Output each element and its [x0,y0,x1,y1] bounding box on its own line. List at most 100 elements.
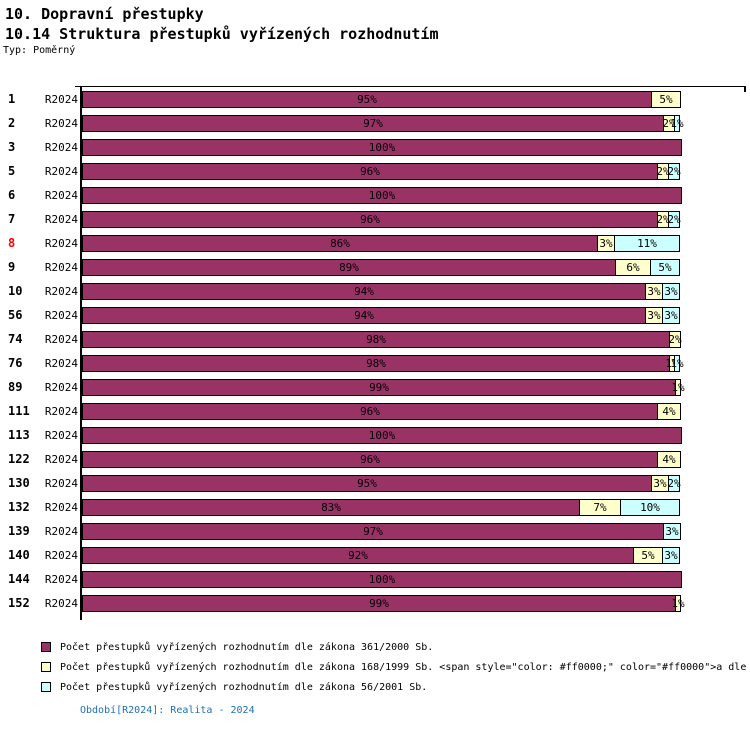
chart-row: 3 R2024 100% [0,139,750,156]
row-bar: 96% 2% 2% [82,211,681,228]
segment-value-label: 6% [626,261,640,274]
chart-row: 132 R2024 83% 7% 10% [0,499,750,516]
row-label: 2 [8,116,16,130]
legend-label: Počet přestupků vyřízených rozhodnutím d… [60,641,434,653]
row-bar: 92% 5% 3% [82,547,680,564]
segment-value-label: 1% [671,381,685,394]
segment-value-label: 2% [656,213,670,226]
legend-label: Počet přestupků vyřízených rozhodnutím d… [60,681,428,693]
segment-value-label: 3% [647,285,661,298]
row-bar: 97% 3% [82,523,681,540]
segment-value-label: 3% [664,309,678,322]
row-label: 5 [8,164,16,178]
axis-left-line [80,86,82,620]
bar-segment-168-1999: 5% [651,91,681,108]
bar-segment-361-2000: 92% [82,547,634,564]
row-period: R2024 [44,429,78,442]
segment-value-label: 96% [360,165,380,178]
bar-segment-56-2001: 1% [670,115,684,132]
bar-segment-168-1999: 7% [579,499,621,516]
axis-top-line [75,86,746,87]
bar-segment-56-2001: 1% [670,355,684,372]
segment-value-label: 3% [665,525,679,538]
row-period: R2024 [44,141,78,154]
row-label: 6 [8,188,16,202]
segment-value-label: 100% [368,573,396,586]
page-title: 10. Dopravní přestupky [5,5,204,23]
chart-row: 2 R2024 97% 2% 1% [0,115,750,132]
segment-value-label: 3% [664,549,678,562]
row-period: R2024 [44,237,78,250]
row-bar: 100% [82,139,682,156]
bar-segment-361-2000: 83% [82,499,580,516]
chart-row: 144 R2024 100% [0,571,750,588]
bar-segment-168-1999: 2% [668,331,682,348]
bar-segment-168-1999: 2% [662,115,676,132]
bar-segment-361-2000: 94% [82,283,646,300]
segment-value-label: 2% [668,333,682,346]
row-period: R2024 [44,453,78,466]
bar-segment-361-2000: 97% [82,523,664,540]
segment-value-label: 3% [653,477,667,490]
row-period: R2024 [44,333,78,346]
segment-value-label: 96% [360,405,380,418]
legend-swatch-56-2001 [41,682,51,692]
row-period: R2024 [44,189,78,202]
chart-row: 139 R2024 97% 3% [0,523,750,540]
row-bar: 95% 5% [82,91,681,108]
row-period: R2024 [44,525,78,538]
chart-row: 152 R2024 99% 1% [0,595,750,612]
row-label: 1 [8,92,16,106]
row-bar: 97% 2% 1% [82,115,684,132]
segment-value-label: 3% [664,285,678,298]
chart-type-label: Typ: Poměrný [3,45,76,56]
segment-value-label: 92% [348,549,368,562]
axis-right-tick [744,86,746,92]
row-period: R2024 [44,549,78,562]
row-label: 7 [8,212,16,226]
segment-value-label: 95% [357,93,377,106]
legend-label: Počet přestupků vyřízených rozhodnutím d… [60,661,747,673]
legend-item-361-2000: Počet přestupků vyřízených rozhodnutím d… [41,637,746,657]
bar-segment-168-1999: 4% [657,451,681,468]
bar-segment-361-2000: 100% [82,139,682,156]
bar-segment-361-2000: 100% [82,571,682,588]
chart-row: 10 R2024 94% 3% 3% [0,283,750,300]
row-period: R2024 [44,117,78,130]
bar-segment-361-2000: 96% [82,163,658,180]
segment-value-label: 10% [640,501,660,514]
row-label: 76 [8,356,23,370]
segment-value-label: 95% [357,477,377,490]
segment-value-label: 4% [662,453,676,466]
row-bar: 99% 1% [82,379,685,396]
segment-value-label: 1% [670,357,684,370]
row-period: R2024 [44,357,78,370]
chart-row: 7 R2024 96% 2% 2% [0,211,750,228]
segment-value-label: 89% [339,261,359,274]
segment-value-label: 2% [656,165,670,178]
row-period: R2024 [44,165,78,178]
legend-item-168-1999: Počet přestupků vyřízených rozhodnutím d… [41,657,746,677]
chart-row: 5 R2024 96% 2% 2% [0,163,750,180]
row-period: R2024 [44,405,78,418]
segment-value-label: 1% [671,597,685,610]
segment-value-label: 98% [366,333,386,346]
segment-value-label: 2% [662,117,676,130]
row-label: 152 [8,596,30,610]
segment-value-label: 4% [662,405,676,418]
segment-value-label: 100% [368,141,396,154]
chart-row: 56 R2024 94% 3% 3% [0,307,750,324]
row-period: R2024 [44,213,78,226]
bar-segment-361-2000: 98% [82,355,670,372]
bar-segment-361-2000: 94% [82,307,646,324]
bar-segment-361-2000: 95% [82,91,652,108]
segment-value-label: 94% [354,309,374,322]
row-period: R2024 [44,261,78,274]
segment-value-label: 100% [368,429,396,442]
segment-value-label: 98% [366,357,386,370]
legend-swatch-168-1999 [41,662,51,672]
segment-value-label: 3% [599,237,613,250]
segment-value-label: 100% [368,189,396,202]
row-bar: 99% 1% [82,595,685,612]
chart-row: 76 R2024 98% 1% 1% [0,355,750,372]
